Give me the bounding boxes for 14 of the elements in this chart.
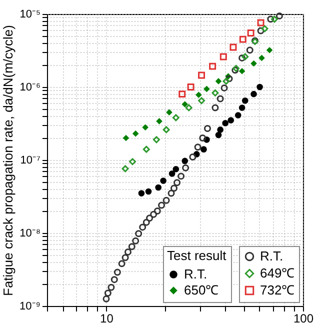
y-tick-label: 10⁻⁵	[20, 8, 40, 20]
y-tick-label: 10⁻⁹	[20, 300, 40, 312]
legend-label: 650℃	[184, 282, 219, 298]
legend-label: 649℃	[260, 266, 295, 280]
x-tick-label: 10	[100, 312, 114, 326]
y-tick-label: 10⁻⁸	[20, 228, 40, 240]
y-tick-label: 10⁻⁶	[20, 82, 40, 94]
x-tick-label: 100	[293, 312, 314, 326]
legend-title: Test result	[167, 248, 227, 263]
y-tick-label: 10⁻⁷	[20, 154, 41, 166]
legend-label: R.T.	[184, 266, 208, 282]
y-axis-title: Fatigue crack propagation rate, da/dN(m/cycle)	[0, 25, 16, 296]
legend-label: R.T.	[260, 248, 284, 264]
legend-label: 732℃	[260, 282, 295, 298]
